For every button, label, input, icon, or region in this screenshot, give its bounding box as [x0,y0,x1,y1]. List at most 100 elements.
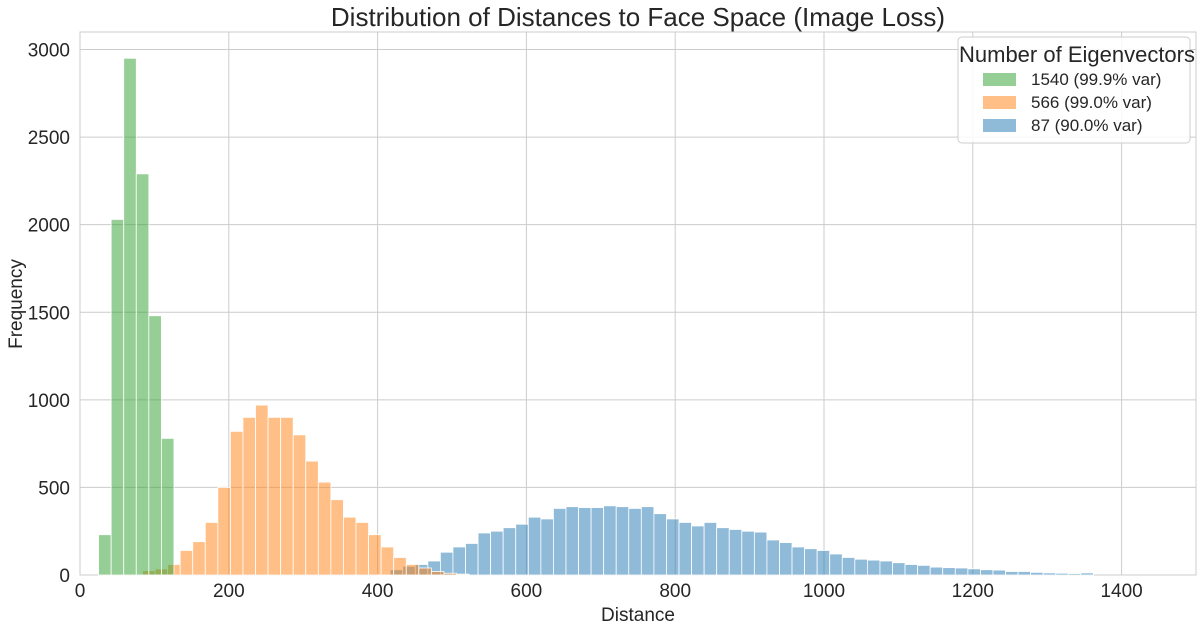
histogram-bar [553,508,567,576]
histogram-bar [854,558,868,576]
histogram-bar [766,539,780,576]
histogram-bar [954,567,969,576]
histogram-bar [255,404,269,576]
histogram-bar [217,487,231,576]
y-tick-label: 0 [59,566,70,587]
histogram-bar [904,564,919,576]
legend-label: 566 (99.0% var) [1031,93,1152,112]
histogram-bar [98,534,112,576]
histogram-bar [603,505,617,576]
histogram-bar [678,522,692,576]
histogram-bar [502,527,517,576]
y-tick-label: 2500 [28,128,70,149]
ticks: 0 200 400 600 800 1000 1200 1400 0 500 1000 1500 200… [28,41,1143,602]
histogram-bar [452,546,466,576]
histogram-bar [942,567,956,576]
histogram-bar [160,437,175,576]
histogram-bar [465,543,479,576]
histogram-bar [628,508,642,576]
y-tick-label: 1000 [28,391,70,412]
histogram-bar [1067,573,1082,576]
histogram-bar [540,518,554,576]
y-tick-label: 1500 [28,303,70,324]
histogram-bar [866,559,881,576]
histogram-bar [1005,571,1019,576]
histogram-bar [980,569,994,576]
x-tick-label: 800 [659,581,691,602]
histogram-bar [804,548,818,576]
histogram-bar [477,532,492,576]
histogram-bar [230,430,244,576]
y-tick-label: 500 [38,478,70,499]
histogram-bar [317,481,332,576]
histogram-bar [418,567,432,576]
y-axis-label: Frequency [6,259,27,349]
histogram-bar [590,507,605,576]
x-tick-label: 400 [362,581,394,602]
histogram-bar [192,541,206,576]
histogram-bar [829,553,843,576]
histogram-bar [703,522,718,576]
histogram-bar [1017,571,1032,576]
histogram-bar [728,529,743,576]
y-tick-label: 2000 [28,216,70,237]
histogram-bar [430,571,445,576]
histogram-bar [892,562,906,576]
legend-label: 87 (90.0% var) [1031,116,1143,135]
x-tick-label: 1400 [1100,581,1142,602]
x-tick-label: 1200 [952,581,994,602]
legend-swatch [983,73,1016,86]
series-2-bars [98,57,175,576]
histogram-bar [640,506,655,576]
histogram-bar [578,507,592,576]
histogram-bar [330,499,344,576]
histogram-bar [841,557,856,576]
x-axis-label: Distance [601,605,675,626]
histogram-bar [1030,571,1044,576]
histogram-bar [267,416,282,576]
histogram-bar [879,560,893,576]
x-tick-label: 200 [213,581,245,602]
histogram-bar [653,513,667,576]
histogram-bar [816,550,831,576]
legend: Number of Eigenvectors 1540 (99.9% var) 5… [957,36,1195,144]
x-tick-label: 0 [75,581,86,602]
histogram-bar [443,572,457,576]
legend-swatch [983,119,1016,132]
legend-swatch [983,96,1016,109]
histogram-bar [179,550,194,576]
histogram-bar [368,534,382,576]
histogram-bar [527,516,542,576]
histogram-bar [204,522,219,576]
histogram-bar [917,564,931,576]
histogram-bar [292,434,307,576]
y-tick-label: 3000 [28,41,70,62]
histogram-bar [992,569,1006,576]
histogram-bar [967,568,981,576]
histogram-bar [280,416,294,576]
bars [98,57,1094,576]
legend-box [957,36,1191,144]
histogram-bar [615,506,630,576]
histogram-bar [515,523,529,576]
histogram-bar [1042,572,1057,576]
histogram-bar [123,57,137,576]
histogram-bar [380,546,395,576]
histogram-bar [393,557,407,576]
histogram-bar [456,573,470,576]
histogram-bar [343,516,357,576]
histogram-bar [1080,572,1094,576]
histogram-bar [779,542,793,576]
histogram-bar [490,530,504,576]
histogram-bar [355,522,369,576]
chart-title: Distribution of Distances to Face Space … [331,2,945,32]
histogram-bar [148,315,162,576]
histogram-bar [110,219,125,576]
histogram-bar [716,527,730,576]
legend-title: Number of Eigenvectors [959,42,1195,67]
histogram-bar [666,518,680,576]
histogram-bar [791,546,805,576]
legend-items: 1540 (99.9% var) 566 (99.0% var) 87 (90.0%… [983,70,1161,135]
histogram-bar [405,564,420,576]
